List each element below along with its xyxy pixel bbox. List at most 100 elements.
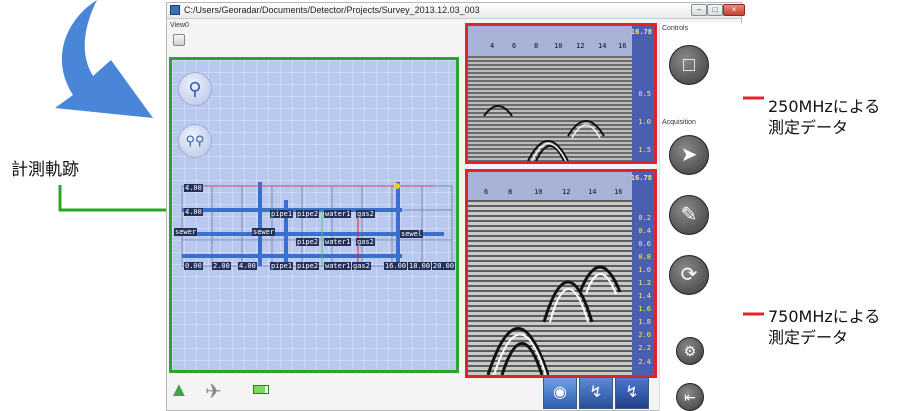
- x-tick: 12: [562, 188, 571, 196]
- view-toggle-button[interactable]: [173, 34, 185, 46]
- depth-scale-250: [632, 26, 654, 161]
- pipe-label: pipe1: [270, 210, 294, 218]
- x-tick: 6: [484, 188, 489, 196]
- battery-icon: [253, 385, 269, 394]
- map-view-tile[interactable]: ◉: [543, 377, 577, 409]
- pipe-label: gas2: [356, 238, 375, 246]
- radargram-750mhz: [468, 172, 632, 375]
- map-axis-label: 20.00: [432, 262, 456, 270]
- exit-button[interactable]: ⇤: [676, 383, 704, 411]
- acquisition-label: Acquisition: [662, 119, 696, 126]
- eraser-icon: ✎: [680, 204, 698, 226]
- pushpin-icon: ➤: [680, 144, 698, 166]
- annotation-750mhz-line2: 測定データ: [768, 328, 849, 347]
- close-button[interactable]: ×: [723, 4, 745, 16]
- pipe-label: gas2: [356, 210, 375, 218]
- minimize-button[interactable]: –: [691, 4, 707, 16]
- x-tick: 12: [576, 42, 585, 50]
- title-bar: C:/Users/Georadar/Documents/Detector/Pro…: [167, 3, 745, 19]
- pipe-label: pipe2: [296, 262, 320, 270]
- app-icon: [170, 5, 180, 15]
- curved-arrow-icon: [55, 0, 153, 118]
- pipe-label: water1: [324, 210, 352, 218]
- signal-icon: ↯: [625, 384, 639, 401]
- settings-button[interactable]: ⚙: [676, 337, 704, 365]
- exit-icon: ⇤: [684, 389, 696, 405]
- map-row-label: 4.00: [184, 184, 203, 192]
- gear-icon: ⚙: [683, 343, 697, 359]
- refresh-icon: ⟳: [680, 264, 698, 286]
- x-tick: 10: [554, 42, 563, 50]
- antenna-icon: ▲: [169, 379, 189, 401]
- depth-tick: 0.2: [638, 214, 651, 222]
- depth-tick: 1.0: [638, 118, 651, 126]
- map-axis-label: 2.00: [212, 262, 231, 270]
- x-tick: 16: [614, 188, 623, 196]
- view-panel-label: View0: [170, 22, 189, 29]
- depth-tick: 0.8: [638, 253, 651, 261]
- zoom-out-button[interactable]: ⚲⚲: [178, 124, 212, 158]
- pipe-label: pipe1: [270, 262, 294, 270]
- depth-tick: 0.5: [638, 90, 651, 98]
- refresh-button[interactable]: ⟳: [669, 255, 709, 295]
- x-tick: 10: [534, 188, 543, 196]
- x-tick: 16: [618, 42, 627, 50]
- radar-view-tile[interactable]: ↯: [579, 377, 613, 409]
- track-annotation: 計測軌跡: [11, 160, 79, 180]
- radar-view-tile-active[interactable]: ↯: [615, 377, 649, 409]
- x-tick: 8: [534, 42, 539, 50]
- map-row-label: sewer: [174, 228, 198, 236]
- depth-tick: 1.8: [638, 318, 651, 326]
- max-distance-750: 16.78: [630, 174, 652, 182]
- gps-satellite-icon: ✈: [205, 381, 222, 403]
- annotation-750mhz-line1: 750MHzによる: [768, 307, 881, 326]
- annotation-250mhz-line2: 測定データ: [768, 118, 849, 137]
- map-axis-label: 4.00: [238, 262, 257, 270]
- depth-tick: 1.5: [638, 146, 651, 154]
- depth-scale-750: [632, 172, 654, 375]
- controls-label: Controls: [662, 25, 689, 32]
- pipe-label: pipe2: [296, 238, 320, 246]
- map-row-label: sewel: [400, 230, 424, 238]
- depth-tick: 0.6: [638, 240, 651, 248]
- map-row-label: sewer: [252, 228, 276, 236]
- map-axis-label: 16.00: [384, 262, 408, 270]
- x-tick: 8: [508, 188, 513, 196]
- map-axis-label: 0.00: [184, 262, 203, 270]
- map-axis-label: 18.00: [408, 262, 432, 270]
- depth-tick: 0.4: [638, 227, 651, 235]
- record-button[interactable]: □: [669, 45, 709, 85]
- depth-tick: 1.0: [638, 266, 651, 274]
- radargram-250mhz: [468, 26, 632, 161]
- depth-tick: 2.0: [638, 331, 651, 339]
- x-tick: 4: [490, 42, 495, 50]
- window-title: C:/Users/Georadar/Documents/Detector/Pro…: [184, 5, 480, 15]
- pipe-label: pipe2: [296, 210, 320, 218]
- eraser-button[interactable]: ✎: [669, 195, 709, 235]
- max-distance-250: 16.78: [630, 28, 652, 36]
- globe-icon: ◉: [553, 384, 567, 401]
- depth-tick: 1.2: [638, 279, 651, 287]
- depth-tick: 2.2: [638, 344, 651, 352]
- app-window: C:/Users/Georadar/Documents/Detector/Pro…: [166, 2, 745, 411]
- survey-map[interactable]: ⚲ ⚲⚲: [169, 57, 459, 373]
- pipe-label: water1: [324, 238, 352, 246]
- radar-record-icon: □: [682, 54, 696, 76]
- controls-panel: Controls □ Acquisition ➤ ✎ ⟳ ⚙ ⇤: [659, 23, 743, 411]
- map-row-label: 4.00: [184, 208, 203, 216]
- depth-tick: 2.4: [638, 358, 651, 366]
- depth-tick: 1.4: [638, 292, 651, 300]
- depth-tick: 1.6: [638, 305, 651, 313]
- radar-250mhz-panel[interactable]: 16.78 4 6 8 10 12 14 16 0.5 1.0 1.5: [465, 23, 657, 164]
- x-tick: 14: [588, 188, 597, 196]
- annotation-250mhz-line1: 250MHzによる: [768, 97, 881, 116]
- x-tick: 6: [512, 42, 517, 50]
- zoom-in-button[interactable]: ⚲: [178, 72, 212, 106]
- signal-icon: ↯: [589, 384, 603, 401]
- pin-button[interactable]: ➤: [669, 135, 709, 175]
- pipe-label: gas2: [352, 262, 371, 270]
- maximize-button[interactable]: □: [707, 4, 723, 16]
- radar-750mhz-panel[interactable]: 16.78 6 8 10 12 14 16 0.2 0.4 0.6 0.8 1.…: [465, 169, 657, 378]
- pipe-label: water1: [324, 262, 352, 270]
